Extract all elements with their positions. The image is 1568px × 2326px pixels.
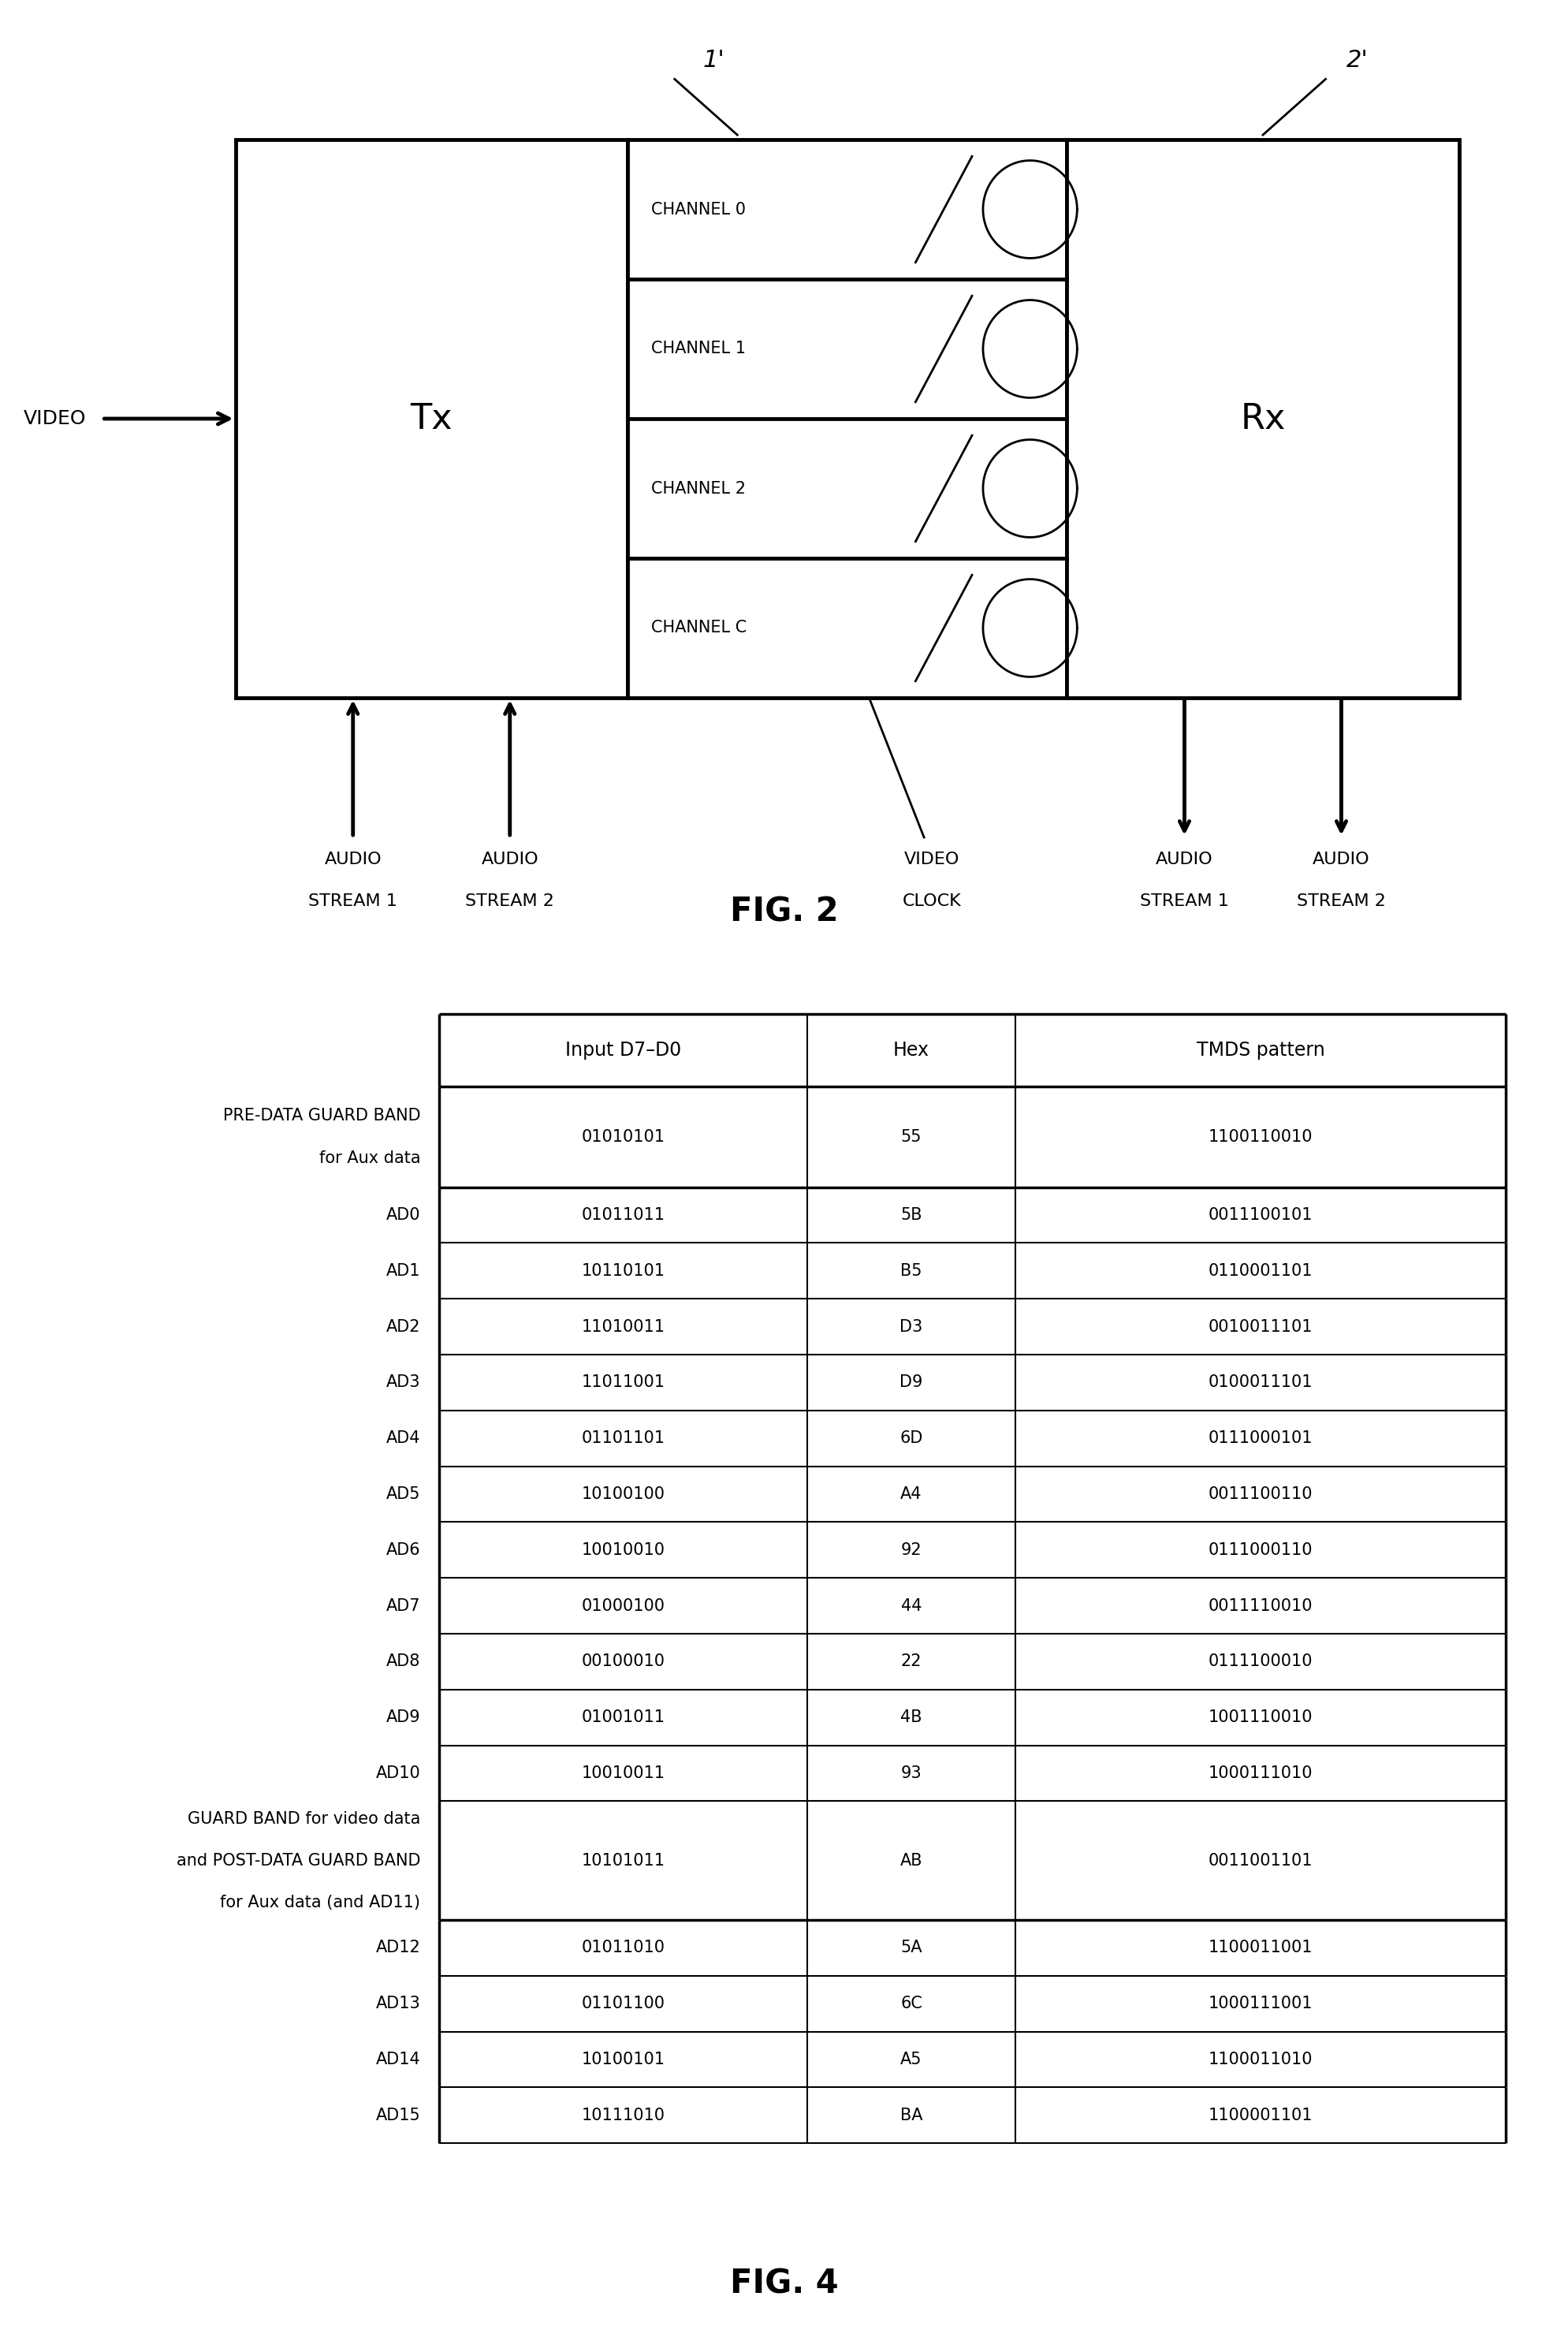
- Text: Hex: Hex: [892, 1042, 928, 1061]
- Text: 01101101: 01101101: [582, 1430, 665, 1447]
- Text: 01001011: 01001011: [582, 1710, 665, 1726]
- Text: AD15: AD15: [375, 2107, 420, 2124]
- Text: 01011010: 01011010: [582, 1940, 665, 1956]
- Text: FIG. 2: FIG. 2: [729, 896, 839, 928]
- Text: 0110001101: 0110001101: [1207, 1263, 1312, 1279]
- Text: 1000111001: 1000111001: [1207, 1996, 1312, 2012]
- Text: 44: 44: [900, 1598, 922, 1614]
- Text: CLOCK: CLOCK: [902, 893, 961, 909]
- Text: 0011001101: 0011001101: [1207, 1854, 1312, 1868]
- Text: 2': 2': [1345, 49, 1367, 72]
- Text: B5: B5: [900, 1263, 922, 1279]
- Text: A5: A5: [900, 2052, 922, 2068]
- Text: FIG. 4: FIG. 4: [729, 2268, 839, 2300]
- Text: 1000111010: 1000111010: [1207, 1765, 1312, 1782]
- Text: 11010011: 11010011: [582, 1319, 665, 1335]
- Polygon shape: [627, 140, 1066, 698]
- Text: A4: A4: [900, 1486, 922, 1503]
- Text: 01000100: 01000100: [582, 1598, 665, 1614]
- Text: GUARD BAND for video data: GUARD BAND for video data: [188, 1812, 420, 1826]
- Text: 10110101: 10110101: [582, 1263, 665, 1279]
- Text: 00100010: 00100010: [582, 1654, 665, 1670]
- Text: AB: AB: [900, 1854, 922, 1868]
- Text: 0010011101: 0010011101: [1207, 1319, 1312, 1335]
- Text: for Aux data (and AD11): for Aux data (and AD11): [220, 1896, 420, 1910]
- Text: 1100011001: 1100011001: [1207, 1940, 1312, 1956]
- Text: AD4: AD4: [386, 1430, 420, 1447]
- Text: CHANNEL 0: CHANNEL 0: [651, 202, 745, 216]
- Text: VIDEO: VIDEO: [903, 851, 960, 868]
- Text: Rx: Rx: [1240, 402, 1284, 435]
- Text: 0111000110: 0111000110: [1207, 1542, 1312, 1558]
- Text: AD12: AD12: [375, 1940, 420, 1956]
- Text: 5B: 5B: [900, 1207, 922, 1223]
- Text: PRE-DATA GUARD BAND: PRE-DATA GUARD BAND: [223, 1107, 420, 1123]
- Polygon shape: [235, 140, 627, 698]
- Text: 93: 93: [900, 1765, 922, 1782]
- Text: 0111000101: 0111000101: [1207, 1430, 1312, 1447]
- Text: TMDS pattern: TMDS pattern: [1196, 1042, 1323, 1061]
- Text: 1': 1': [702, 49, 724, 72]
- Text: 10100101: 10100101: [582, 2052, 665, 2068]
- Text: AUDIO: AUDIO: [481, 851, 538, 868]
- Text: 10100100: 10100100: [582, 1486, 665, 1503]
- Text: AD2: AD2: [386, 1319, 420, 1335]
- Text: Tx: Tx: [411, 402, 452, 435]
- Text: CHANNEL 2: CHANNEL 2: [651, 481, 745, 495]
- Text: 0011100110: 0011100110: [1207, 1486, 1312, 1503]
- Text: 55: 55: [900, 1128, 922, 1144]
- Text: AD10: AD10: [375, 1765, 420, 1782]
- Text: 01101100: 01101100: [582, 1996, 665, 2012]
- Text: D3: D3: [900, 1319, 922, 1335]
- Text: AUDIO: AUDIO: [325, 851, 381, 868]
- Text: 01011011: 01011011: [582, 1207, 665, 1223]
- Text: AUDIO: AUDIO: [1312, 851, 1369, 868]
- Text: AUDIO: AUDIO: [1156, 851, 1212, 868]
- Text: AD0: AD0: [386, 1207, 420, 1223]
- Text: 1100110010: 1100110010: [1207, 1128, 1312, 1144]
- Text: STREAM 2: STREAM 2: [1297, 893, 1385, 909]
- Text: 0011100101: 0011100101: [1207, 1207, 1312, 1223]
- Text: CHANNEL C: CHANNEL C: [651, 621, 746, 635]
- Text: 1100001101: 1100001101: [1207, 2107, 1312, 2124]
- Text: 22: 22: [900, 1654, 922, 1670]
- Text: AD3: AD3: [386, 1375, 420, 1391]
- Text: 92: 92: [900, 1542, 922, 1558]
- Text: AD1: AD1: [386, 1263, 420, 1279]
- Text: 1001110010: 1001110010: [1207, 1710, 1312, 1726]
- Polygon shape: [1066, 140, 1458, 698]
- Text: CHANNEL 1: CHANNEL 1: [651, 342, 745, 356]
- Text: 01010101: 01010101: [582, 1128, 665, 1144]
- Text: 10010011: 10010011: [582, 1765, 665, 1782]
- Text: AD9: AD9: [386, 1710, 420, 1726]
- Text: VIDEO: VIDEO: [24, 409, 86, 428]
- Text: 4B: 4B: [900, 1710, 922, 1726]
- Text: 0011110010: 0011110010: [1207, 1598, 1312, 1614]
- Text: STREAM 2: STREAM 2: [466, 893, 554, 909]
- Text: AD13: AD13: [375, 1996, 420, 2012]
- Text: BA: BA: [900, 2107, 922, 2124]
- Text: AD5: AD5: [386, 1486, 420, 1503]
- Text: D9: D9: [900, 1375, 922, 1391]
- Text: 6D: 6D: [900, 1430, 922, 1447]
- Text: 0111100010: 0111100010: [1207, 1654, 1312, 1670]
- Text: 10111010: 10111010: [582, 2107, 665, 2124]
- Text: AD6: AD6: [386, 1542, 420, 1558]
- Text: 11011001: 11011001: [582, 1375, 665, 1391]
- Text: 0100011101: 0100011101: [1207, 1375, 1312, 1391]
- Text: STREAM 1: STREAM 1: [1140, 893, 1228, 909]
- Text: 6C: 6C: [900, 1996, 922, 2012]
- Text: 10010010: 10010010: [582, 1542, 665, 1558]
- Text: 5A: 5A: [900, 1940, 922, 1956]
- Text: AD7: AD7: [386, 1598, 420, 1614]
- Text: and POST-DATA GUARD BAND: and POST-DATA GUARD BAND: [176, 1854, 420, 1868]
- Text: STREAM 1: STREAM 1: [309, 893, 397, 909]
- Text: AD8: AD8: [386, 1654, 420, 1670]
- Text: for Aux data: for Aux data: [318, 1149, 420, 1165]
- Text: Input D7–D0: Input D7–D0: [564, 1042, 681, 1061]
- Text: 1100011010: 1100011010: [1207, 2052, 1312, 2068]
- Text: AD14: AD14: [375, 2052, 420, 2068]
- Text: 10101011: 10101011: [582, 1854, 665, 1868]
